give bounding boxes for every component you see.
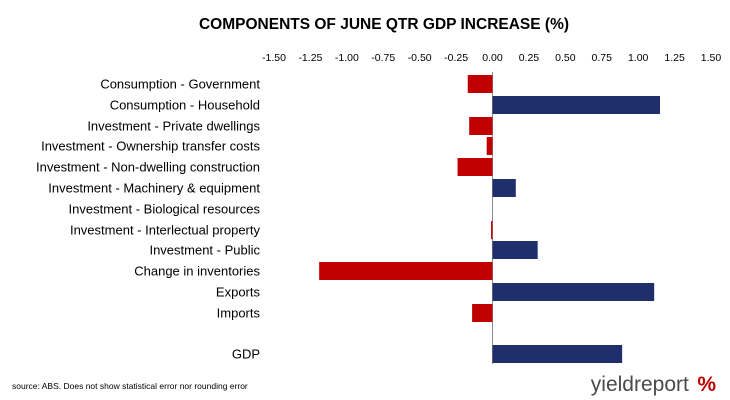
x-tick-label: 1.50	[701, 52, 722, 64]
category-label: Investment - Public	[149, 243, 260, 258]
bar-negative	[486, 137, 493, 155]
category-label: Investment - Ownership transfer costs	[41, 139, 260, 154]
x-tick-label: 0.75	[592, 52, 613, 64]
x-tick-label: -1.25	[298, 52, 322, 64]
x-axis-ticks: -1.50 -1.25 -1.00 -0.75 -0.50 -0.25 0.00 0.25 0.…	[262, 52, 721, 64]
category-label: Investment - Private dwellings	[87, 119, 260, 134]
category-label: GDP	[232, 347, 260, 362]
logo-word: yieldreport	[591, 373, 689, 396]
bar-positive	[492, 345, 623, 363]
category-label: Investment - Interlectual property	[70, 223, 261, 238]
category-label: Exports	[216, 285, 261, 300]
x-tick-label: -0.25	[444, 52, 468, 64]
x-tick-label: -0.75	[371, 52, 395, 64]
x-tick-label: 1.00	[628, 52, 649, 64]
category-label: Investment - Biological resources	[69, 202, 261, 217]
category-label: Change in inventories	[134, 264, 260, 279]
category-label: Investment - Non-dwelling construction	[36, 160, 260, 175]
x-tick-label: 0.25	[519, 52, 540, 64]
source-note: source: ABS. Does not show statistical e…	[12, 381, 248, 391]
svg-text:yieldreport %: yieldreport %	[591, 373, 717, 396]
bar-negative	[491, 221, 493, 239]
category-label: Investment - Machinery & equipment	[48, 181, 260, 196]
category-label: Consumption - Household	[110, 98, 260, 113]
yieldreport-logo: yieldreport %	[591, 373, 717, 396]
chart-title: COMPONENTS OF JUNE QTR GDP INCREASE (%)	[199, 16, 569, 33]
category-label: Imports	[217, 306, 261, 321]
bar-negative	[319, 262, 493, 280]
category-labels: Consumption - Government Consumption - Ho…	[36, 77, 260, 362]
bar-negative	[472, 304, 493, 322]
bar-negative	[457, 158, 493, 176]
x-tick-label: -1.50	[262, 52, 286, 64]
bar-positive	[492, 283, 655, 301]
bar-positive	[492, 241, 538, 259]
bar-positive	[492, 96, 661, 114]
bar-positive	[492, 179, 516, 197]
x-tick-label: 0.00	[482, 52, 503, 64]
bar-negative	[467, 75, 493, 93]
category-label: Consumption - Government	[100, 77, 260, 92]
bar-negative	[469, 117, 493, 135]
x-tick-label: 1.25	[664, 52, 685, 64]
x-tick-label: -1.00	[335, 52, 359, 64]
bars	[319, 75, 661, 363]
x-tick-label: 0.50	[555, 52, 576, 64]
x-tick-label: -0.50	[408, 52, 432, 64]
logo-percent-icon: %	[697, 373, 716, 396]
